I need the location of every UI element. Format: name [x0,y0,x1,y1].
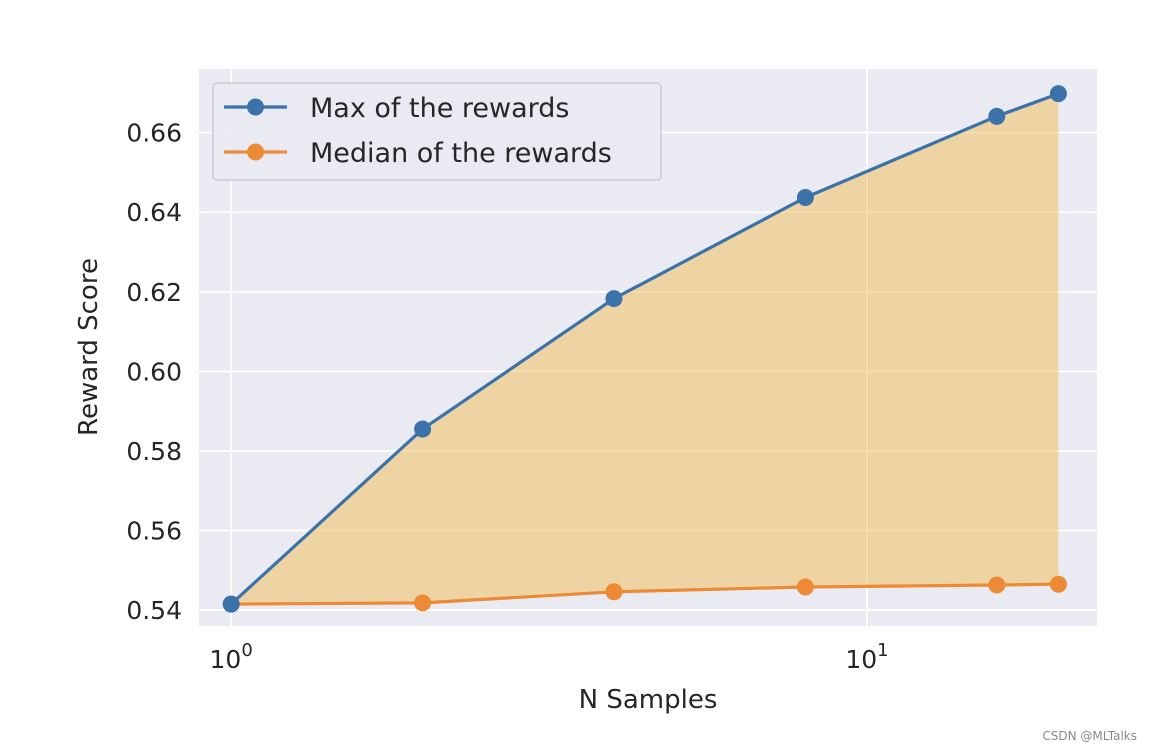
watermark-text: CSDN @MLTalks [1042,729,1137,743]
y-tick-label: 0.54 [126,596,182,625]
data-point [414,594,432,612]
legend: Max of the rewards Median of the rewards [212,82,662,181]
data-point [222,595,240,613]
series-line [231,582,1059,606]
y-tick-label: 0.60 [126,357,182,386]
y-axis-label: Reward Score [74,258,104,436]
data-point [988,107,1006,125]
tick-labels: 0.54 0.56 0.58 0.60 0.62 0.64 0.66 100 101 [126,119,888,674]
y-tick-label: 0.62 [126,278,182,307]
x-axis-label: N Samples [579,685,718,715]
data-point [1049,85,1067,103]
legend-box [212,82,662,181]
x-tick-label: 100 [210,640,253,674]
series [222,85,1067,613]
data-point [1049,575,1067,593]
y-tick-label: 0.58 [126,437,182,466]
y-tick-label: 0.56 [126,517,182,546]
legend-label: Median of the rewards [310,138,612,169]
legend-label: Max of the rewards [310,93,569,124]
y-tick-label: 0.66 [126,119,182,148]
data-point [796,578,814,596]
y-tick-label: 0.64 [126,198,182,227]
data-point [796,189,814,207]
data-point [988,576,1006,594]
series-line [230,92,1059,606]
series [222,575,1067,613]
x-tick-label: 101 [845,640,888,674]
legend-marker [247,98,264,116]
data-point [414,420,432,438]
legend-marker [247,143,264,161]
fill-between-area [231,93,1059,605]
data-point [605,583,623,601]
fill-area [231,93,1059,605]
data-point [605,290,623,308]
series-group [222,85,1067,613]
